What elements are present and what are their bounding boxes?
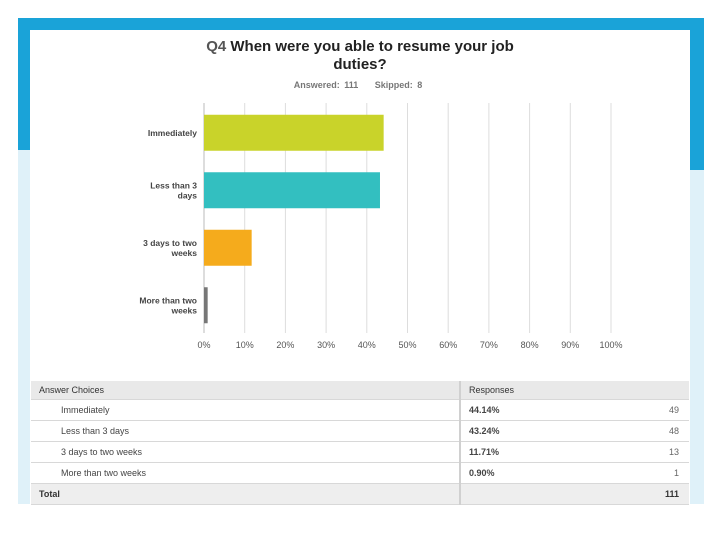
row-count: 49 bbox=[619, 399, 689, 421]
x-tick-label: 0% bbox=[197, 340, 210, 350]
category-labels: Immediately Less than 3 days 3 days to two w… bbox=[139, 128, 197, 316]
row-choice: More than two weeks bbox=[31, 462, 461, 484]
x-tick-label: 100% bbox=[599, 340, 622, 350]
total-count: 111 bbox=[619, 483, 689, 505]
slide-right-band bbox=[690, 18, 704, 178]
slide-top-band bbox=[18, 18, 704, 30]
row-count: 48 bbox=[619, 420, 689, 442]
category-label: Less than 3 days bbox=[150, 180, 197, 200]
x-tick-label: 30% bbox=[317, 340, 335, 350]
category-label: Immediately bbox=[148, 128, 197, 138]
bar-chart: Immediately Less than 3 days 3 days to two w… bbox=[139, 103, 623, 350]
row-choice: 3 days to two weeks bbox=[31, 441, 461, 463]
category-label: 3 days to two weeks bbox=[143, 238, 197, 258]
table-header-row: Answer Choices Responses bbox=[31, 381, 689, 400]
bars bbox=[204, 114, 384, 324]
slide-right-fade bbox=[690, 170, 704, 504]
bar bbox=[204, 287, 208, 324]
row-percent: 0.90% bbox=[460, 462, 619, 484]
answer-table: Answer Choices Responses Immediately 44.… bbox=[31, 381, 689, 505]
table-row: More than two weeks 0.90% 1 bbox=[31, 462, 689, 484]
skipped-count: Skipped: 8 bbox=[374, 80, 423, 90]
category-label: More than two weeks bbox=[139, 295, 197, 315]
table-row: 3 days to two weeks 11.71% 13 bbox=[31, 441, 689, 463]
row-choice: Less than 3 days bbox=[31, 420, 461, 442]
row-count: 1 bbox=[619, 462, 689, 484]
x-tick-label: 20% bbox=[276, 340, 294, 350]
slide-left-fade bbox=[18, 150, 30, 504]
x-tick-label: 90% bbox=[561, 340, 579, 350]
row-percent: 43.24% bbox=[460, 420, 619, 442]
total-percent-empty bbox=[460, 483, 619, 505]
header-responses: Responses bbox=[460, 381, 689, 400]
x-tick-label: 70% bbox=[480, 340, 498, 350]
x-tick-label: 40% bbox=[358, 340, 376, 350]
answered-count: Answered: 111 bbox=[293, 80, 359, 90]
question-title: Q4 When were you able to resume your job… bbox=[180, 38, 540, 74]
x-tick-labels: 0% 10% 20% 30% 40% 50% 60% 70% 80% 90% 100% bbox=[197, 340, 622, 350]
x-tick-label: 10% bbox=[236, 340, 254, 350]
table-total-row: Total 111 bbox=[31, 483, 689, 505]
table-row: Immediately 44.14% 49 bbox=[31, 399, 689, 421]
x-tick-label: 80% bbox=[521, 340, 539, 350]
question-number: Q4 bbox=[206, 38, 227, 55]
row-choice: Immediately bbox=[31, 399, 461, 421]
row-count: 13 bbox=[619, 441, 689, 463]
bar bbox=[204, 172, 380, 209]
bar bbox=[204, 229, 252, 266]
response-stats: Answered: 111 Skipped: 8 bbox=[258, 80, 458, 90]
bar bbox=[204, 114, 384, 151]
question-text: When were you able to resume your job du… bbox=[230, 38, 514, 73]
total-label: Total bbox=[31, 483, 461, 505]
row-percent: 44.14% bbox=[460, 399, 619, 421]
x-tick-label: 60% bbox=[439, 340, 457, 350]
row-percent: 11.71% bbox=[460, 441, 619, 463]
table-row: Less than 3 days 43.24% 48 bbox=[31, 420, 689, 442]
slide-left-band bbox=[18, 18, 30, 158]
header-answer-choices: Answer Choices bbox=[31, 381, 461, 400]
x-tick-label: 50% bbox=[398, 340, 416, 350]
